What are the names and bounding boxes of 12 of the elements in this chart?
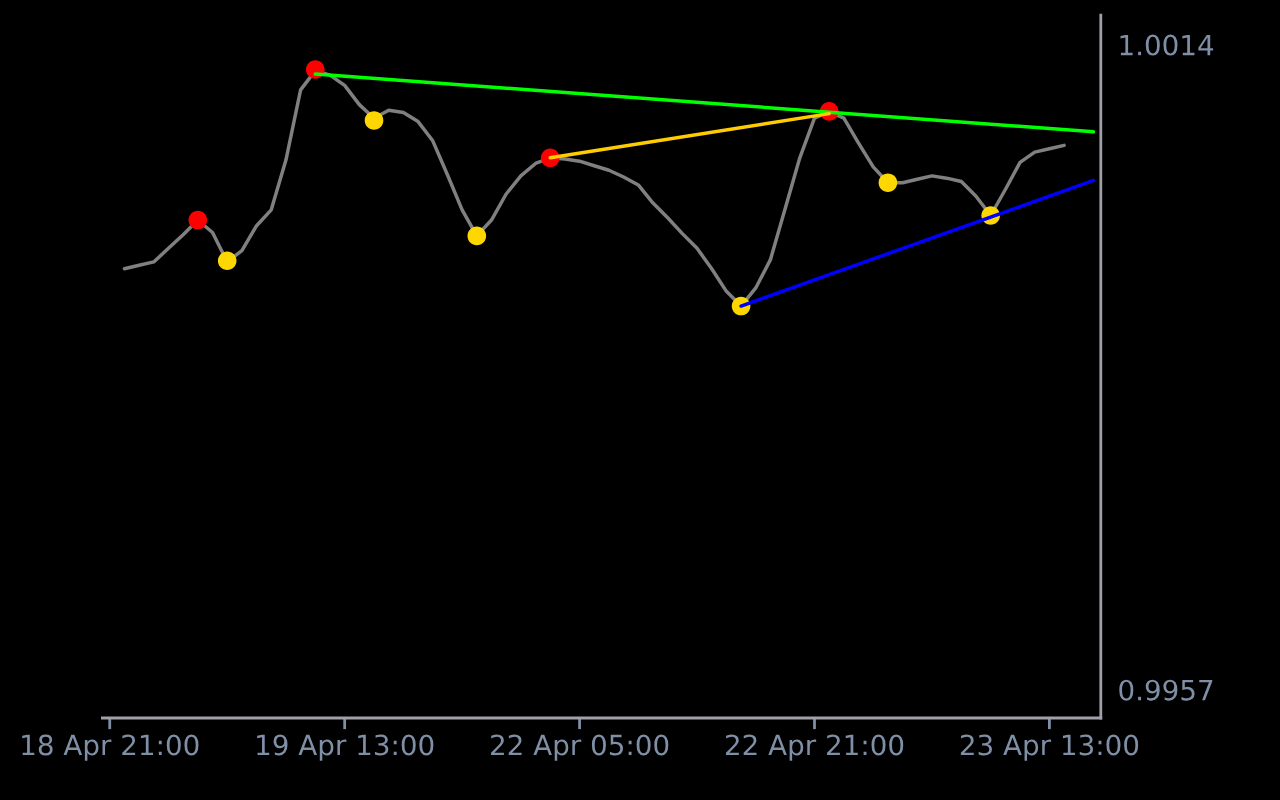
point: [467, 226, 487, 246]
point: [217, 251, 237, 271]
point: [364, 111, 384, 130]
point: [188, 210, 208, 230]
x-tick-label: 23 Apr 13:00: [960, 734, 1139, 761]
x-tick-label: 18 Apr 21:00: [22, 734, 199, 761]
y-tick-label: 0.9957: [1119, 679, 1213, 701]
point: [878, 173, 898, 193]
x-tick-label: 22 Apr 21:00: [725, 734, 904, 761]
x-tick-label: 19 Apr 13:00: [257, 734, 434, 761]
x-tick-label: 22 Apr 05:00: [491, 734, 669, 761]
y-tick-label: 1.0014: [1120, 34, 1214, 56]
